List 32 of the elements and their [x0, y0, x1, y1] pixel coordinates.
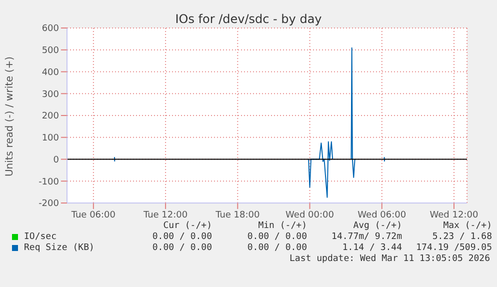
y-tick-label: -100 [38, 177, 60, 188]
x-tick-label: Wed 12:00 [430, 210, 478, 220]
x-tick-label: Wed 06:00 [358, 210, 406, 220]
y-tick-label: 400 [42, 68, 60, 78]
text: 0.00 / 0.00 [246, 243, 307, 253]
x-tick-label: Tue 06:00 [70, 210, 116, 220]
text: 0.00 / 0.00 [151, 243, 212, 253]
legend-label: Req Size (KB) [23, 243, 96, 253]
x-tick-label: Tue 18:00 [214, 210, 260, 220]
y-axis-title: Units read (-) / write (+) [4, 56, 16, 176]
y-tick-label: 600 [42, 24, 60, 34]
text: Min (-/+) [257, 221, 307, 231]
y-tick-label: 100 [42, 134, 60, 144]
y-tick-label: 500 [42, 46, 60, 56]
x-tick-label: Tue 12:00 [142, 210, 188, 220]
text: 0.00 / 0.00 [151, 232, 212, 242]
text: Avg (-/+) [352, 221, 402, 231]
text: 0.00 / 0.00 [246, 232, 307, 242]
legend-label: IO/sec [23, 232, 58, 242]
y-tick-label: 0 [53, 155, 60, 166]
text: 14.77m/ 9.72m [330, 232, 402, 242]
y-tick-label: 200 [42, 112, 60, 122]
y-tick-label: -200 [38, 199, 60, 210]
y-tick-label: 300 [42, 90, 60, 100]
text: 174.19 /509.05 [415, 243, 492, 253]
text: 1.14 / 3.44 [341, 243, 402, 253]
text: Last update: Wed Mar 11 13:05:05 2026 [288, 254, 490, 264]
text: Max (-/+) [442, 221, 492, 231]
text: 5.23 / 1.68 [431, 232, 492, 242]
chart-title: IOs for /dev/sdc - by day [174, 12, 323, 26]
x-tick-label: Wed 00:00 [286, 210, 334, 220]
text: Cur (-/+) [162, 221, 212, 231]
